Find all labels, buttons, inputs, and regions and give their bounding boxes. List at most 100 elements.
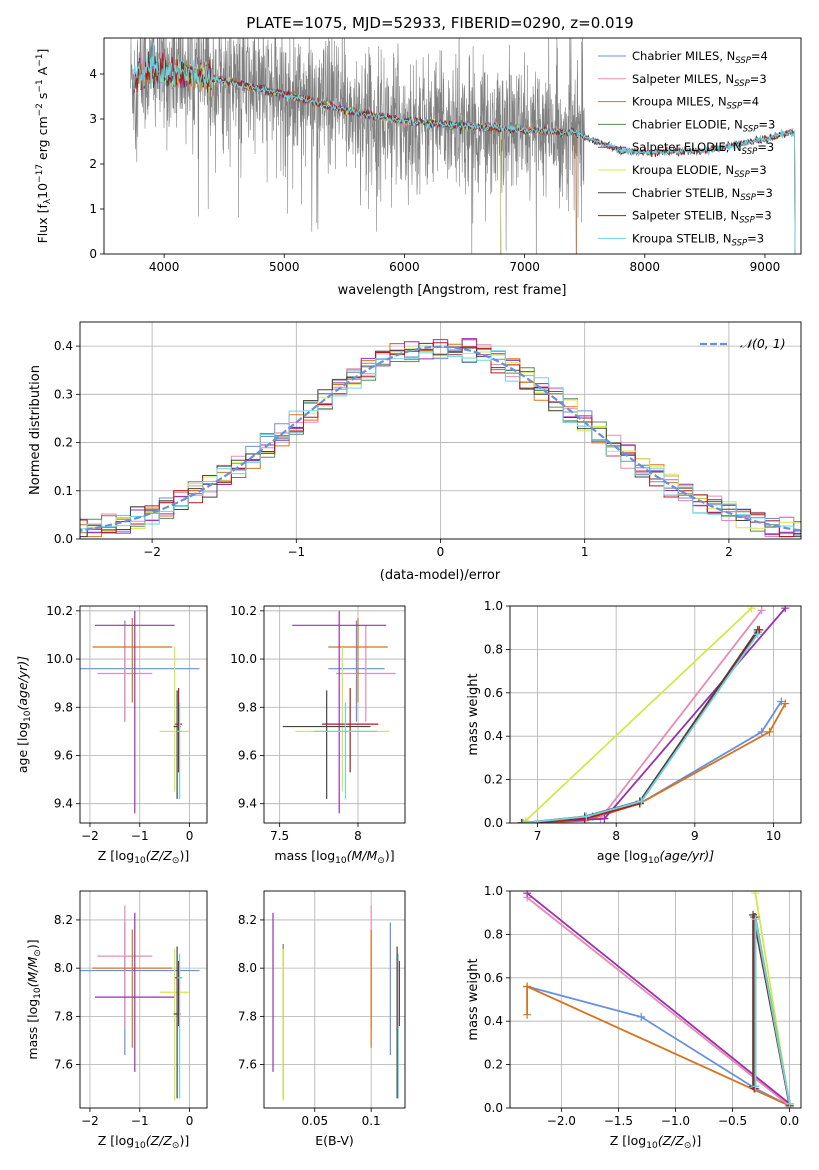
x-axis-label: Z [log10(Z/Z⊙)]: [98, 848, 189, 866]
data-point-kroupa-miles: [328, 618, 388, 703]
x-tick-label: 7: [534, 829, 542, 843]
legend-entry-tail: =3: [747, 231, 764, 245]
mass-vs-ebv-panel: 0.05 0.1 7.6 7.8 8.0 8.2 E(B-V): [238, 890, 406, 1148]
figure-title: PLATE=1075, MJD=52933, FIBERID=0290, z=0…: [246, 14, 633, 32]
y-axis-label-part: Flux [f: [35, 204, 50, 244]
y-tick-label: 0.4: [54, 339, 73, 353]
legend-entry-label: Chabrier STELIB, N: [632, 186, 740, 200]
ticks: 4000 5000 6000 7000 8000 9000 0 1 2 3 4: [89, 67, 780, 274]
legend-entry-label: Chabrier MILES, N: [632, 49, 735, 63]
series-marker: [751, 1082, 760, 1091]
axes-frame: [79, 890, 208, 1109]
series-marker: [523, 982, 532, 991]
series-marker: [582, 812, 591, 821]
y-tick-label: 7.8: [238, 1009, 257, 1023]
x-tick-label: −1.0: [661, 1114, 690, 1128]
x-axis-label-part: mass [log: [274, 848, 335, 863]
series-marker: [523, 891, 532, 898]
data-point-kroupa-elodie: [159, 646, 190, 792]
ticks: 7.5 8 9.4 9.6 9.8 10.0 10.2: [230, 604, 362, 843]
y-axis-label-part: λ: [43, 198, 53, 204]
legend-entry-label: Kroupa ELODIE, N: [632, 163, 734, 177]
x-axis-label-part: (Z/Z: [146, 848, 173, 863]
axes-frame: [263, 890, 406, 1109]
series-marker: [751, 891, 760, 898]
y-axis-label-part: ]: [35, 49, 50, 54]
y-tick-label: 3: [89, 112, 97, 126]
y-tick-label: 10.0: [230, 652, 257, 666]
legend-entry: Kroupa STELIB, NSSP=3: [632, 231, 764, 248]
x-tick-label: 9: [691, 829, 699, 843]
residual-histogram-salpeter-miles: [80, 339, 801, 537]
x-tick-label: 7.5: [270, 829, 289, 843]
legend-entry-sub: SSP: [742, 147, 758, 157]
legend-entry-sub: SSP: [732, 238, 748, 248]
y-tick-label: 0.8: [484, 927, 503, 941]
legend-entry-sub: SSP: [734, 79, 750, 89]
y-axis-label: Normed distribution: [28, 365, 43, 495]
series-marker: [757, 727, 766, 736]
x-axis-label-part: 10: [648, 856, 660, 866]
series-line: [526, 896, 791, 1107]
y-tick-label: 8.2: [238, 913, 257, 927]
y-tick-label: 0.6: [484, 686, 503, 700]
plot-area: [80, 905, 200, 1101]
legend-entry-tail: =3: [756, 186, 773, 200]
x-axis-label-part: 10: [646, 1141, 658, 1151]
x-axis-label: (data-model)/error: [380, 568, 501, 583]
y-tick-label: 0.6: [484, 971, 503, 985]
legend-entry-sub: SSP: [734, 170, 750, 180]
x-axis-label-part: (M/M: [347, 848, 378, 863]
legend-entry: Chabrier ELODIE, NSSP=3: [632, 117, 775, 134]
y-axis-label-part: 10: [33, 987, 43, 999]
series-marker: [747, 606, 756, 613]
legend-entry-tail: =3: [750, 163, 767, 177]
y-tick-label: 7.8: [54, 1009, 73, 1023]
ticks: −2.0 −1.5 −1.0 −0.5 0.0 0.0 0.2 0.4 0.6 0.8 1.0: [484, 884, 799, 1128]
y-axis-label-part: A: [35, 66, 50, 79]
x-axis-label-part: ⊙: [684, 1141, 692, 1151]
y-axis-label: mass weight: [466, 673, 481, 755]
x-tick-label: 6000: [389, 260, 420, 274]
legend-entry: Salpeter STELIB, NSSP=3: [632, 209, 772, 226]
legend-entry-sub: SSP: [743, 124, 759, 134]
series-marker: [765, 727, 774, 736]
x-tick-label: −1: [131, 829, 149, 843]
legend-entry-sub: SSP: [740, 193, 756, 203]
series-line: [526, 892, 791, 1105]
x-tick-label: 9000: [750, 260, 781, 274]
y-tick-label: 0: [89, 247, 97, 261]
x-tick-label: 0: [186, 829, 194, 843]
plot-area: [272, 905, 400, 1101]
spectrum-panel: 4000 5000 6000 7000 8000 9000 0 1 2 3 4 Chabrier MI…: [35, 37, 802, 298]
plot-area: [130, 38, 796, 254]
x-axis-label-part: ⊙: [377, 856, 385, 866]
x-tick-label: 0.0: [780, 1114, 799, 1128]
y-axis-label-part: (age/yr)]: [15, 656, 30, 711]
series-marker: [757, 606, 766, 615]
x-axis-label: age [log10(age/yr)]: [597, 848, 714, 866]
data-point-salpeter-miles: [97, 625, 153, 722]
ticks: −2 −1 0 9.4 9.6 9.8 10.0 10.2: [46, 604, 193, 843]
ticks: 0.05 0.1 7.6 7.8 8.0 8.2: [238, 913, 381, 1128]
y-tick-label: 9.4: [54, 797, 73, 811]
y-tick-label: 7.6: [54, 1058, 73, 1072]
legend-entry-label: Kroupa MILES, N: [632, 95, 727, 109]
y-axis-label: mass weight: [466, 958, 481, 1040]
y-axis-label-part: 10: [35, 183, 50, 199]
y-tick-label: 9.8: [238, 700, 257, 714]
data-point-kroupa-miles: [92, 618, 173, 703]
series-marker: [781, 699, 790, 708]
plot-area: [80, 338, 801, 538]
gaussian-reference: [80, 345, 801, 532]
y-axis-label: mass [log10(M/M⊙)]: [25, 939, 43, 1059]
x-tick-label: 8: [612, 829, 620, 843]
x-tick-label: 8000: [630, 260, 661, 274]
x-tick-label: 10: [766, 829, 781, 843]
residual-histogram-kroupa-elodie: [80, 345, 801, 533]
x-tick-label: −2: [143, 545, 161, 559]
residual-histogram-salpeter-elodie: [80, 338, 801, 536]
x-tick-label: 5000: [269, 260, 300, 274]
series-marker: [753, 630, 762, 639]
